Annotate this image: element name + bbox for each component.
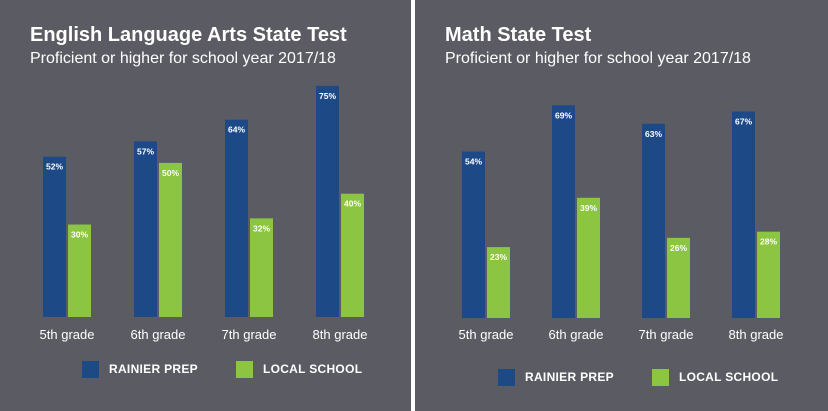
math-chart-panel: Math State Test Proficient or higher for…	[415, 0, 828, 411]
math-bar-plot: 54% 23% 5th grade 69% 39% 6th grade 63% 26% 7th …	[459, 105, 784, 342]
legend-swatch-local-school	[651, 368, 669, 386]
data-label-local-school-5th-grade: 30%	[71, 230, 88, 240]
legend-label-local-school: LOCAL SCHOOL	[262, 362, 363, 376]
data-label-local-school-5th-grade: 23%	[490, 252, 507, 262]
data-label-rainier-prep-7th-grade: 64%	[228, 125, 245, 135]
data-label-local-school-8th-grade: 40%	[344, 199, 361, 209]
data-label-local-school-6th-grade: 39%	[580, 203, 597, 213]
legend-label-rainier-prep: RAINIER PREP	[525, 370, 614, 384]
chart-subtitle: Proficient or higher for school year 201…	[445, 50, 751, 67]
chart-legend: RAINIER PREP LOCAL SCHOOL	[82, 360, 400, 378]
data-label-rainier-prep-5th-grade: 52%	[46, 162, 63, 172]
bar-rainier-prep-7th-grade	[225, 119, 248, 318]
bar-local-school-5th-grade	[487, 247, 510, 318]
legend-swatch-rainier-prep	[82, 360, 99, 378]
bar-rainier-prep-5th-grade	[462, 151, 485, 318]
legend-item-local-school: LOCAL SCHOOL	[235, 360, 363, 378]
data-label-local-school-7th-grade: 26%	[670, 243, 687, 253]
data-label-rainier-prep-7th-grade: 63%	[645, 129, 662, 139]
ela-chart-panel: English Language Arts State Test Profici…	[0, 0, 411, 411]
bar-rainier-prep-5th-grade	[43, 156, 66, 317]
bar-rainier-prep-8th-grade	[316, 85, 339, 317]
category-label-6th-grade: 6th grade	[131, 327, 186, 342]
category-label-5th-grade: 5th grade	[459, 327, 514, 342]
legend-label-local-school: LOCAL SCHOOL	[678, 370, 779, 384]
data-label-local-school-6th-grade: 50%	[162, 168, 179, 178]
data-label-rainier-prep-5th-grade: 54%	[465, 157, 482, 167]
bar-local-school-7th-grade	[250, 218, 273, 317]
bar-rainier-prep-6th-grade	[552, 105, 575, 318]
legend-swatch-local-school	[235, 360, 253, 378]
category-label-7th-grade: 7th grade	[639, 327, 694, 342]
bar-rainier-prep-8th-grade	[732, 111, 755, 318]
bar-local-school-6th-grade	[577, 197, 600, 318]
data-label-local-school-7th-grade: 32%	[253, 223, 270, 233]
chart-title: English Language Arts State Test	[30, 24, 347, 46]
legend-item-rainier-prep: RAINIER PREP	[498, 368, 614, 386]
data-label-rainier-prep-6th-grade: 57%	[137, 146, 154, 156]
category-label-8th-grade: 8th grade	[313, 327, 368, 342]
bar-local-school-8th-grade	[757, 231, 780, 318]
category-label-5th-grade: 5th grade	[40, 327, 95, 342]
bar-local-school-5th-grade	[68, 224, 91, 317]
category-label-7th-grade: 7th grade	[222, 327, 277, 342]
chart-subtitle: Proficient or higher for school year 201…	[30, 50, 336, 67]
data-label-rainier-prep-8th-grade: 67%	[735, 116, 752, 126]
ela-bar-plot: 52% 30% 5th grade 57% 50% 6th grade 64% 32% 7th …	[40, 85, 368, 342]
category-label-8th-grade: 8th grade	[729, 327, 784, 342]
category-label-6th-grade: 6th grade	[549, 327, 604, 342]
legend-item-rainier-prep: RAINIER PREP	[82, 360, 198, 378]
data-label-rainier-prep-6th-grade: 69%	[555, 110, 572, 120]
bar-local-school-7th-grade	[667, 237, 690, 318]
data-label-rainier-prep-8th-grade: 75%	[319, 91, 336, 101]
legend-item-local-school: LOCAL SCHOOL	[651, 368, 779, 386]
chart-legend: RAINIER PREP LOCAL SCHOOL	[498, 368, 816, 386]
chart-title: Math State Test	[445, 24, 592, 46]
bar-local-school-6th-grade	[159, 162, 182, 317]
bar-local-school-8th-grade	[341, 193, 364, 317]
bar-rainier-prep-6th-grade	[134, 141, 157, 317]
data-label-local-school-8th-grade: 28%	[760, 237, 777, 247]
legend-swatch-rainier-prep	[498, 368, 515, 386]
legend-label-rainier-prep: RAINIER PREP	[109, 362, 198, 376]
bar-rainier-prep-7th-grade	[642, 123, 665, 318]
